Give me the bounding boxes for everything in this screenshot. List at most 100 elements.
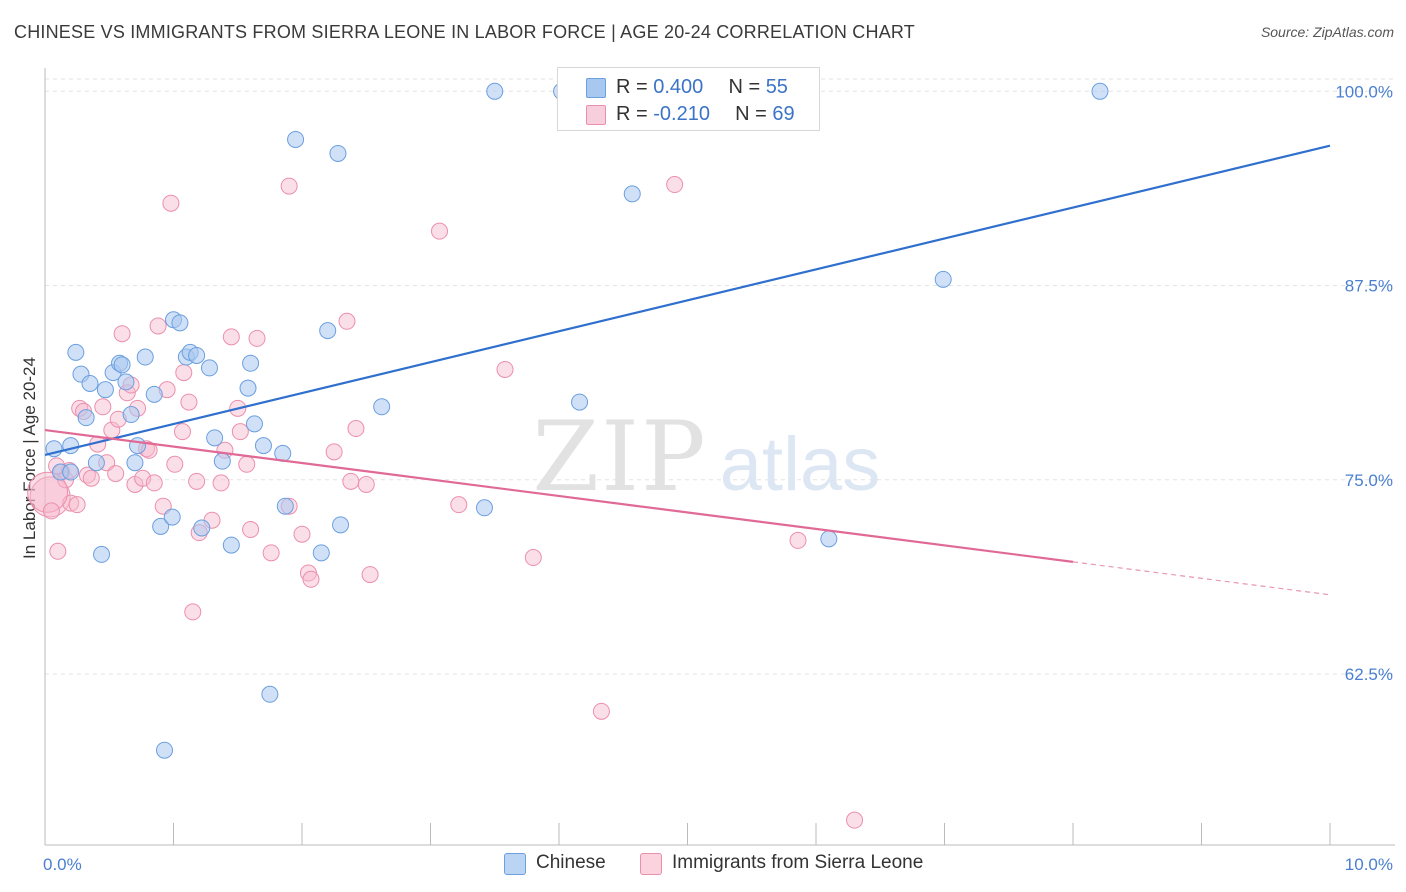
n-value: 69 <box>772 103 795 125</box>
point-sierra-leone <box>238 455 256 473</box>
point-chinese <box>245 415 263 433</box>
point-sierra-leone <box>94 398 112 416</box>
y-tick-label: 75.0% <box>1345 471 1393 490</box>
point-chinese <box>206 429 224 447</box>
y-tick-label: 87.5% <box>1345 277 1393 296</box>
legend-label-chinese: Chinese <box>536 852 606 873</box>
point-sierra-leone <box>248 329 266 347</box>
point-chinese <box>87 454 105 472</box>
point-chinese <box>126 454 144 472</box>
point-sierra-leone <box>325 443 343 461</box>
n-label: N = <box>735 103 773 125</box>
point-chinese <box>81 374 99 392</box>
point-sierra-leone <box>82 469 100 487</box>
point-sierra-leone <box>262 544 280 562</box>
point-sierra-leone <box>162 194 180 212</box>
point-chinese <box>145 385 163 403</box>
chart-title: CHINESE VS IMMIGRANTS FROM SIERRA LEONE … <box>14 22 915 42</box>
point-chinese <box>156 741 174 759</box>
point-sierra-leone <box>188 472 206 490</box>
point-sierra-leone <box>280 177 298 195</box>
point-sierra-leone <box>592 702 610 720</box>
point-sierra-leone <box>68 496 86 514</box>
point-chinese <box>171 314 189 332</box>
point-chinese <box>239 379 257 397</box>
point-chinese <box>486 82 504 100</box>
point-sierra-leone <box>29 476 71 518</box>
axes <box>44 68 1395 846</box>
x-tick-label: 10.0% <box>1345 855 1393 874</box>
y-tick-label: 100.0% <box>1335 82 1393 101</box>
point-chinese <box>113 356 131 374</box>
point-chinese <box>254 437 272 455</box>
r-label: R = <box>616 76 654 98</box>
chinese-legend-swatch <box>504 853 526 875</box>
watermark-atlas: atlas <box>720 422 881 507</box>
point-sierra-leone <box>430 222 448 240</box>
point-chinese <box>188 346 206 364</box>
point-sierra-leone <box>361 566 379 584</box>
chinese-swatch <box>586 78 606 98</box>
point-sierra-leone <box>789 531 807 549</box>
stats-legend: R = 0.400 N = 55 R = -0.210 N = 69 <box>557 67 820 131</box>
watermark: ZIP atlas <box>532 401 880 513</box>
trend-line-extension <box>1072 561 1331 596</box>
point-sierra-leone <box>302 570 320 588</box>
point-sierra-leone <box>450 496 468 514</box>
point-sierra-leone <box>27 471 69 513</box>
stats-legend-row-sierra-leone: R = -0.210 N = 69 <box>558 101 819 129</box>
point-chinese <box>200 359 218 377</box>
point-sierra-leone <box>496 360 514 378</box>
point-sierra-leone <box>242 521 260 539</box>
point-chinese <box>129 437 147 455</box>
point-sierra-leone <box>231 423 249 441</box>
trend-line-chinese <box>44 144 1331 457</box>
point-chinese <box>93 545 111 563</box>
point-chinese <box>934 270 952 288</box>
point-sierra-leone <box>347 420 365 438</box>
point-chinese <box>623 185 641 203</box>
point-sierra-leone <box>184 603 202 621</box>
point-sierra-leone <box>113 325 131 343</box>
grid-lines <box>45 78 1395 675</box>
series-legend: Chinese Immigrants from Sierra Leone <box>0 852 1406 876</box>
n-label: N = <box>728 76 766 98</box>
point-chinese <box>163 508 181 526</box>
point-sierra-leone <box>666 176 684 194</box>
point-chinese <box>96 381 114 399</box>
point-sierra-leone <box>222 328 240 346</box>
point-chinese <box>820 530 838 548</box>
point-sierra-leone <box>107 465 125 483</box>
x-tick-label: 0.0% <box>43 855 82 874</box>
r-label: R = <box>616 103 654 125</box>
point-sierra-leone <box>357 475 375 493</box>
point-sierra-leone <box>212 474 230 492</box>
point-sierra-leone <box>42 502 60 520</box>
point-sierra-leone <box>293 525 311 543</box>
point-chinese <box>77 409 95 427</box>
point-chinese <box>319 322 337 340</box>
trend-line-sierra-leone <box>44 428 1074 563</box>
y-tick-label: 62.5% <box>1345 665 1393 684</box>
point-sierra-leone <box>145 474 163 492</box>
point-sierra-leone <box>180 393 198 411</box>
point-sierra-leone <box>338 312 356 330</box>
point-sierra-leone <box>166 455 184 473</box>
point-chinese <box>242 354 260 372</box>
point-sierra-leone <box>342 472 360 490</box>
point-chinese <box>276 497 294 515</box>
point-sierra-leone <box>49 542 67 560</box>
point-chinese <box>136 348 154 366</box>
point-sierra-leone <box>149 317 167 335</box>
point-chinese <box>475 499 493 517</box>
point-chinese <box>67 343 85 361</box>
r-value: -0.210 <box>653 103 710 125</box>
sierra-leone-swatch <box>586 105 606 125</box>
n-value: 55 <box>765 76 788 98</box>
point-chinese <box>213 452 231 470</box>
point-chinese <box>152 517 170 535</box>
point-chinese <box>571 393 589 411</box>
point-chinese <box>312 544 330 562</box>
tick-labels: 62.5% 75.0% 87.5% 100.0% 0.0% 10.0% <box>43 82 1393 874</box>
